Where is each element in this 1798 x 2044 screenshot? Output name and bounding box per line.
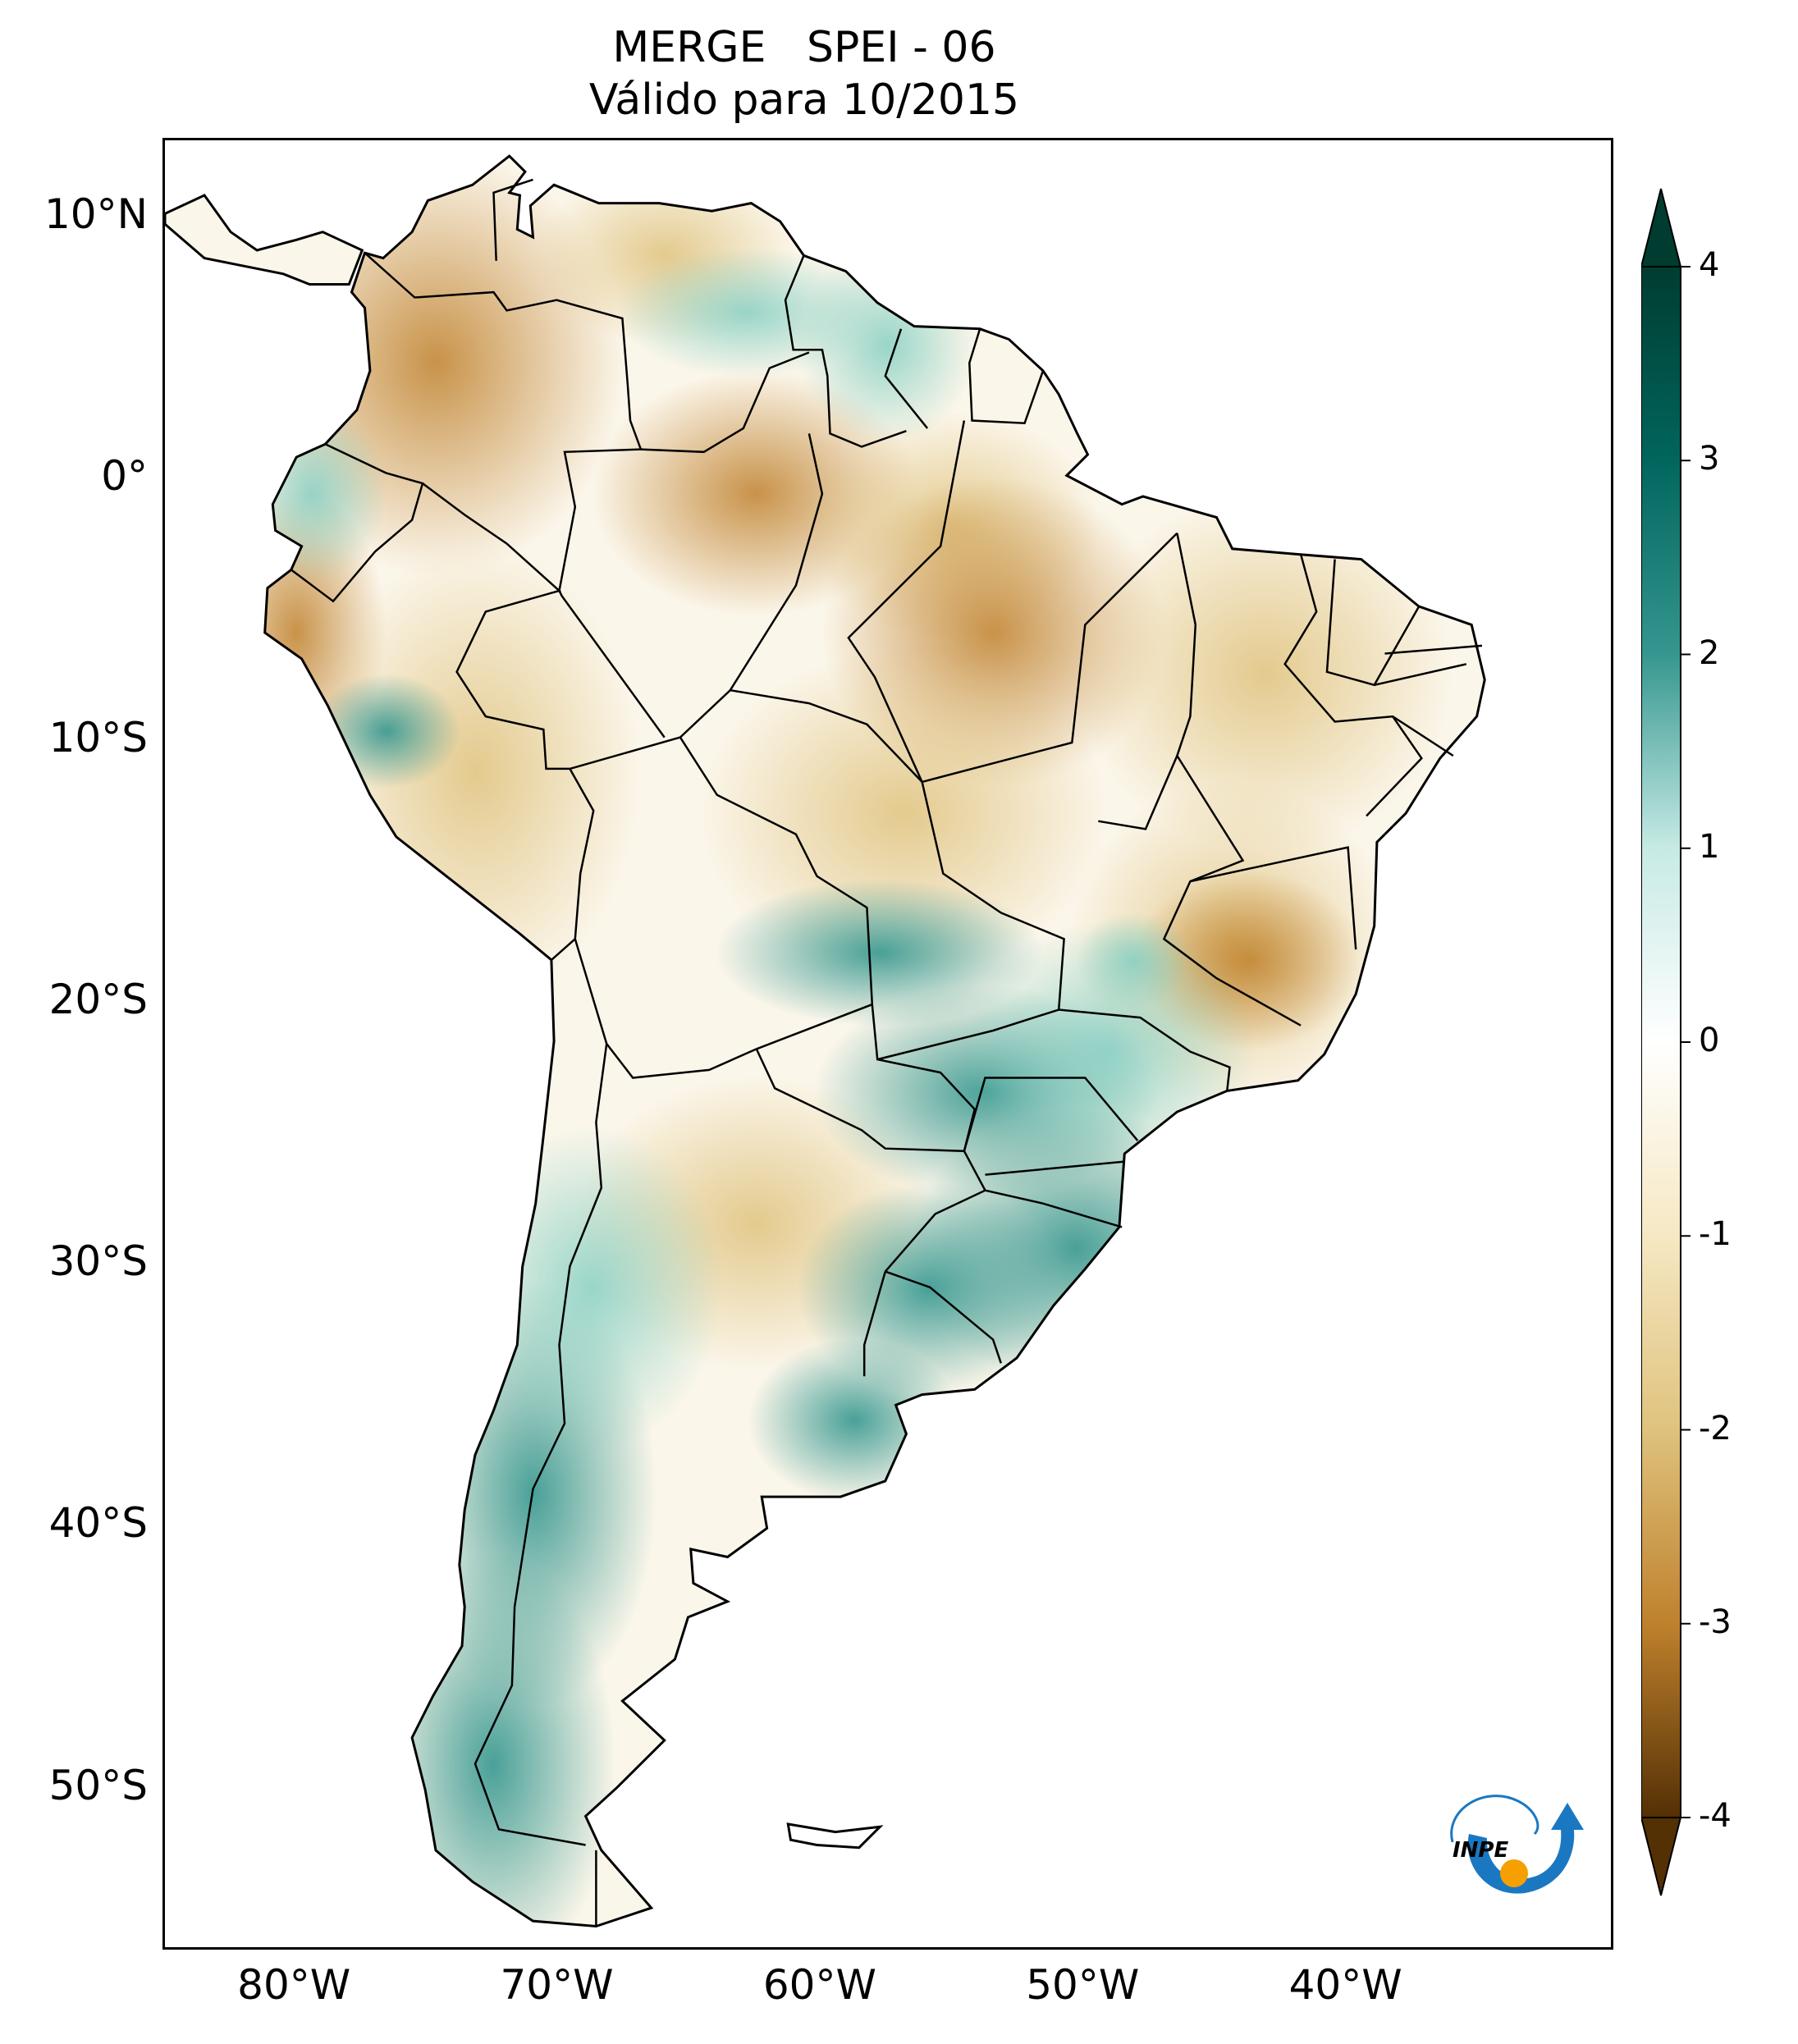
lat-label-0: 0° [101, 451, 148, 500]
lon-label-60w: 60°W [762, 1961, 876, 2009]
colorbar-tick-label: 2 [1699, 633, 1720, 672]
border-line [640, 351, 810, 454]
border-line [985, 1189, 1123, 1228]
falklands-island [786, 1822, 884, 1850]
lat-label-30s: 30°S [48, 1237, 148, 1286]
border-line [784, 254, 907, 448]
coastline [263, 154, 1486, 1928]
colorbar-tick-label: 1 [1699, 827, 1720, 866]
colorbar [1641, 188, 1690, 1896]
country-borders [291, 178, 1483, 1927]
border-line [1098, 533, 1197, 830]
border-line [847, 420, 966, 783]
border-line [1374, 663, 1467, 687]
lat-label-10s: 10°S [48, 714, 148, 761]
lat-label-20s: 20°S [48, 976, 148, 1024]
border-line [1190, 846, 1357, 950]
spei-field [264, 156, 1485, 1927]
lat-label-40s: 40°S [48, 1499, 148, 1548]
logo-text: INPE [1453, 1838, 1508, 1863]
border-line [474, 1043, 608, 1846]
map-title-line2: Válido para 10/2015 [588, 75, 1020, 125]
lat-label-50s: 50°S [48, 1761, 148, 1809]
colorbar-gradient [1641, 266, 1681, 1818]
colorbar-extend-min [1641, 1817, 1682, 1896]
lon-label-80w: 80°W [237, 1961, 351, 2009]
colorbar-tick-label: -2 [1699, 1409, 1732, 1447]
lon-label-40w: 40°W [1288, 1961, 1402, 2009]
colorbar-tick-label: -1 [1699, 1215, 1732, 1254]
border-line [1325, 559, 1421, 687]
colorbar-tick-label: 3 [1699, 440, 1720, 478]
border-line [570, 736, 874, 1079]
border-line [862, 1271, 887, 1377]
border-line [558, 590, 666, 738]
central-america [165, 194, 364, 286]
logo-arrow [1467, 1803, 1584, 1894]
logo-dot [1500, 1859, 1528, 1887]
border-line [1366, 716, 1423, 817]
border-line [885, 1270, 1002, 1364]
border-line [876, 1008, 1231, 1091]
lon-label-50w: 50°W [1026, 1961, 1140, 2009]
border-line [364, 252, 643, 592]
colorbar-tick-label: -3 [1699, 1603, 1732, 1641]
border-line [963, 1077, 1139, 1152]
lon-label-70w: 70°W [500, 1961, 614, 2009]
map-canvas [165, 154, 1486, 1928]
lat-label-10n: 10°N [43, 190, 148, 238]
border-line [291, 443, 424, 603]
border-line [1384, 644, 1483, 655]
border-line [922, 532, 1178, 784]
border-line [1283, 553, 1454, 757]
border-line [968, 328, 1045, 424]
colorbar-tick-label: 4 [1699, 246, 1720, 284]
colorbar-tick-label: -4 [1699, 1797, 1732, 1835]
border-line [985, 1160, 1125, 1176]
inpe-logo: INPE [1450, 1795, 1584, 1894]
border-line [884, 1150, 987, 1273]
map-title-line1: MERGE SPEI - 06 [612, 23, 996, 72]
border-line [884, 328, 929, 429]
border-line [1162, 755, 1302, 1027]
map-frame [162, 138, 1613, 1950]
border-line [729, 433, 824, 691]
colorbar-tick-label: 0 [1699, 1022, 1720, 1059]
logo-swirl [1450, 1795, 1540, 1843]
border-line [422, 482, 595, 961]
border-line [492, 178, 533, 261]
colorbar-extend-max [1641, 188, 1682, 268]
